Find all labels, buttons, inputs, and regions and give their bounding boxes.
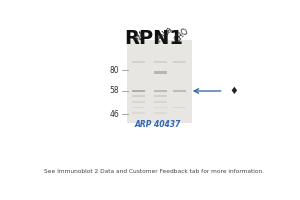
- Text: ♦: ♦: [229, 86, 238, 96]
- Bar: [132, 101, 145, 103]
- Text: ARP 40437: ARP 40437: [134, 120, 180, 129]
- Bar: [173, 61, 186, 63]
- Bar: [154, 112, 167, 114]
- Bar: [127, 40, 192, 123]
- Text: See Immunoblot 2 Data and Customer Feedback tab for more information.: See Immunoblot 2 Data and Customer Feedb…: [44, 169, 264, 174]
- Text: 46: 46: [109, 110, 119, 119]
- Text: 58: 58: [109, 86, 119, 95]
- Text: HeLa: HeLa: [154, 24, 174, 44]
- Bar: [154, 101, 167, 103]
- Bar: [132, 61, 145, 63]
- Bar: [173, 90, 186, 92]
- Bar: [154, 95, 167, 97]
- Bar: [154, 90, 167, 92]
- Bar: [132, 90, 145, 92]
- Bar: [132, 112, 145, 114]
- Bar: [132, 107, 145, 108]
- Bar: [132, 95, 145, 97]
- Bar: [154, 107, 167, 108]
- Bar: [154, 61, 167, 63]
- Bar: [173, 107, 186, 108]
- Text: RM: RM: [132, 29, 147, 44]
- Text: 80: 80: [109, 66, 119, 75]
- Text: RPN1: RPN1: [124, 29, 183, 48]
- Bar: [154, 71, 167, 74]
- Text: CHO: CHO: [173, 26, 191, 44]
